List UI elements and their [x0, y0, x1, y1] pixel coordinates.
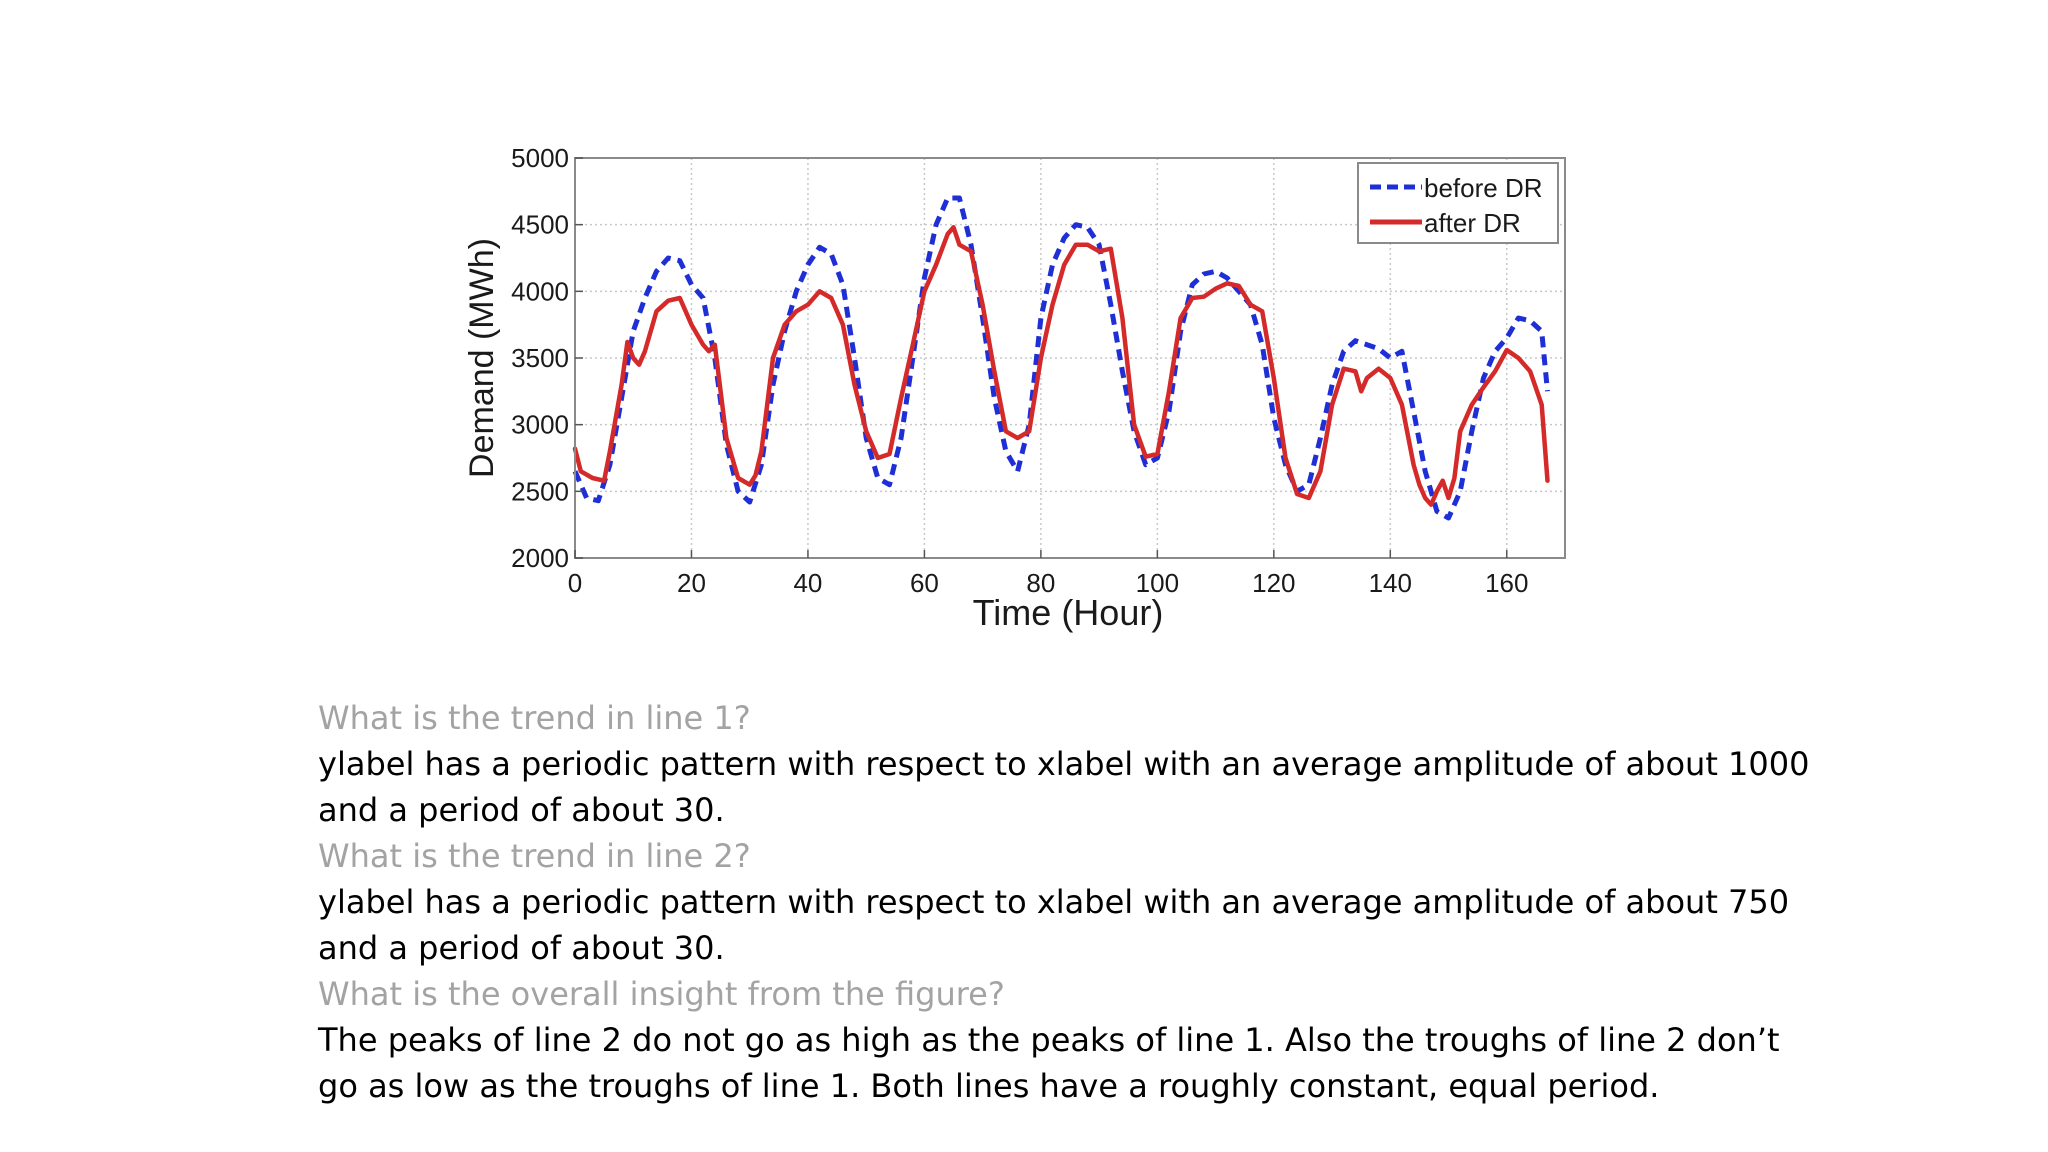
x-tick-label: 80	[1026, 568, 1055, 598]
x-tick-label: 0	[568, 568, 582, 598]
legend-label-before-dr: before DR	[1424, 173, 1543, 203]
question-3: What is the overall insight from the fig…	[318, 975, 1005, 1013]
x-tick-label: 20	[677, 568, 706, 598]
legend-label-after-dr: after DR	[1424, 208, 1521, 238]
answer-2: ylabel has a periodic pattern with respe…	[318, 883, 1790, 967]
y-axis-label: Demand (MWh)	[463, 238, 501, 478]
y-tick-label: 2000	[511, 543, 569, 573]
question-1: What is the trend in line 1?	[318, 699, 751, 737]
qa-section: What is the trend in line 1? ylabel has …	[318, 695, 1818, 1109]
answer-3: The peaks of line 2 do not go as high as…	[318, 1021, 1780, 1105]
x-tick-label: 160	[1485, 568, 1528, 598]
x-tick-label: 120	[1252, 568, 1295, 598]
x-tick-label: 40	[793, 568, 822, 598]
x-tick-label: 100	[1136, 568, 1179, 598]
legend-box	[1357, 162, 1559, 244]
y-tick-label: 5000	[511, 143, 569, 173]
y-tick-label: 4000	[511, 276, 569, 306]
x-axis-label: Time (Hour)	[973, 592, 1164, 633]
axis-ticks: 0 20 40 60 80 100 120 140 160 2000 2500 3000 3500 400…	[511, 143, 1528, 598]
x-tick-label: 60	[910, 568, 939, 598]
series-line-before-dr	[572, 195, 1550, 521]
legend: before DR after DR	[1357, 162, 1559, 244]
y-tick-label: 3000	[511, 410, 569, 440]
question-2: What is the trend in line 2?	[318, 837, 751, 875]
y-tick-label: 3500	[511, 343, 569, 373]
y-tick-label: 2500	[511, 476, 569, 506]
x-tick-label: 140	[1369, 568, 1412, 598]
series-line-after-dr	[572, 225, 1550, 507]
answer-1: ylabel has a periodic pattern with respe…	[318, 745, 1810, 829]
y-tick-label: 4500	[511, 210, 569, 240]
series-lines	[572, 195, 1550, 521]
